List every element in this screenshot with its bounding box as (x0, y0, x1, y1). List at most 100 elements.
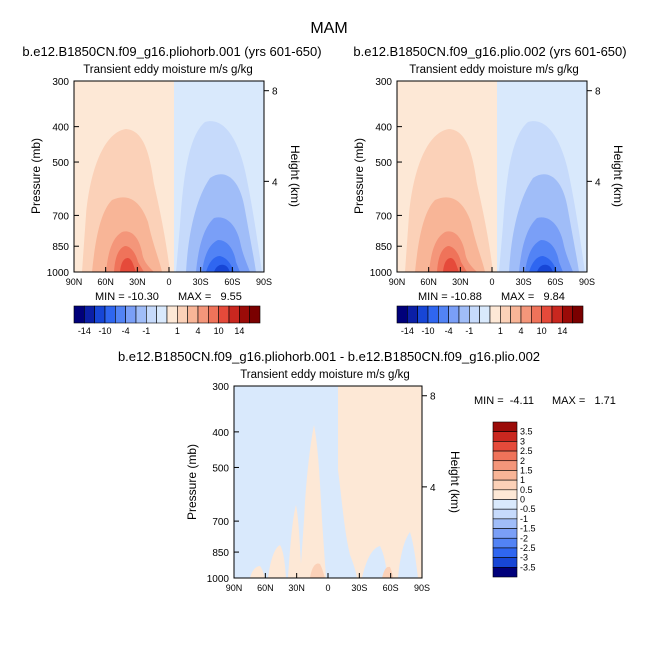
y2-tick-label: 4 (595, 177, 601, 188)
panel-3-patch-4 (250, 566, 265, 578)
x-tick-label: 30S (193, 277, 209, 287)
x-tick-label: 90S (414, 583, 430, 593)
panel-2-y-ticks: 300 400 500 700 850 1000 (370, 77, 402, 279)
x-tick-label: 60N (257, 583, 274, 593)
page-title: MAM (310, 20, 347, 37)
colorbar-label: -0.5 (520, 504, 536, 514)
colorbar-label: 3 (520, 436, 525, 446)
panel-3-patch-7 (398, 532, 418, 578)
colorbar-swatch (115, 305, 126, 324)
panel-2-y2label: Height (km) (611, 145, 625, 207)
colorbar-label: -3.5 (520, 562, 536, 572)
y-tick-label: 400 (52, 123, 69, 134)
colorbar-swatch (492, 537, 518, 549)
panel-2-max-label: MAX = 9.84 (501, 291, 565, 303)
x-tick-label: 0 (166, 277, 171, 287)
panel-2-title: b.e12.B1850CN.f09_g16.plio.002 (yrs 601-… (353, 44, 626, 59)
x-tick-label: 60S (224, 277, 240, 287)
colorbar-label: 1 (498, 326, 503, 336)
colorbar-swatch (492, 431, 518, 442)
x-tick-label: 60N (420, 277, 437, 287)
panel-3-patch-1 (300, 425, 326, 578)
panel-1-max-label: MAX = 9.55 (178, 291, 242, 303)
colorbar-swatch (489, 305, 501, 324)
colorbar-swatch (458, 305, 470, 324)
colorbar-swatch (156, 305, 168, 324)
colorbar-swatch (146, 305, 157, 324)
panel-3-patch-6 (362, 546, 388, 578)
y-tick-label: 850 (52, 242, 69, 253)
panel-2-x-ticks: 90N 60N 30N 0 30S 60S 90S (389, 267, 595, 287)
colorbar-swatch (510, 305, 522, 324)
x-tick-label: 60N (97, 277, 114, 287)
colorbar-swatch (218, 305, 230, 324)
colorbar-swatch (492, 450, 518, 462)
colorbar-label: 4 (518, 326, 523, 336)
colorbar-swatch (531, 305, 542, 324)
colorbar-label: 14 (234, 326, 244, 336)
colorbar-swatch (396, 305, 408, 324)
colorbar-label: -1 (465, 326, 473, 336)
panel-1-title: b.e12.B1850CN.f09_g16.pliohorb.001 (yrs … (22, 44, 321, 59)
colorbar-swatch (492, 528, 518, 539)
colorbar-label: 3.5 (520, 427, 533, 437)
panel-1-y2-ticks: 84 (264, 87, 278, 188)
colorbar-swatch (520, 305, 532, 324)
colorbar-swatch (500, 305, 511, 324)
x-tick-label: 90N (389, 277, 406, 287)
panel-3-plot-area (233, 385, 423, 579)
colorbar-swatch (187, 305, 199, 324)
colorbar-label: 0.5 (520, 485, 533, 495)
panel-3-subtitle: Transient eddy moisture m/s g/kg (240, 369, 410, 381)
y-tick-label: 400 (212, 428, 229, 439)
colorbar-swatch (427, 305, 439, 324)
panel-1-y-ticks: 300 400 500 700 850 1000 (47, 77, 79, 279)
y2-tick-label: 8 (430, 392, 436, 403)
y2-tick-label: 4 (430, 483, 436, 494)
y-tick-label: 400 (375, 123, 392, 134)
panel-2-subtitle: Transient eddy moisture m/s g/kg (409, 64, 579, 76)
colorbar-label: 1 (520, 475, 525, 485)
x-tick-label: 0 (325, 583, 330, 593)
x-tick-label: 0 (489, 277, 494, 287)
colorbar-swatch (417, 305, 429, 324)
colorbar-swatch (407, 305, 418, 324)
x-tick-label: 30N (129, 277, 146, 287)
x-tick-label: 90N (66, 277, 83, 287)
panel-2-contour-pos-5 (443, 258, 459, 272)
x-tick-label: 90S (579, 277, 595, 287)
colorbar-swatch (492, 557, 518, 568)
x-tick-label: 60S (547, 277, 563, 287)
panel-2-colorbar: -14 -10 -4 -1 1 4 10 14 (396, 305, 584, 336)
colorbar-swatch (249, 305, 261, 324)
y-tick-label: 1000 (207, 574, 230, 585)
y-tick-label: 500 (375, 158, 392, 169)
panel-3-y2label: Height (km) (448, 451, 462, 513)
colorbar-swatch (492, 441, 518, 452)
panel-1-contour-pos-5 (120, 258, 136, 272)
y-tick-label: 850 (375, 242, 392, 253)
colorbar-label: 14 (557, 326, 567, 336)
x-tick-label: 30S (351, 583, 367, 593)
colorbar-label: 2 (520, 456, 525, 466)
x-tick-label: 30N (452, 277, 469, 287)
colorbar-swatch (541, 305, 553, 324)
colorbar-swatch (197, 305, 209, 324)
x-tick-label: 60S (383, 583, 399, 593)
panel-1: b.e12.B1850CN.f09_g16.pliohorb.001 (yrs … (22, 44, 321, 336)
x-tick-label: 30N (288, 583, 305, 593)
colorbar-swatch (492, 567, 518, 578)
colorbar-swatch (551, 305, 563, 324)
x-tick-label: 90N (226, 583, 243, 593)
y-tick-label: 700 (52, 211, 69, 222)
x-tick-label: 90S (256, 277, 272, 287)
colorbar-label: 4 (195, 326, 200, 336)
colorbar-label: -3 (520, 553, 528, 563)
panel-1-min-label: MIN = -10.30 (95, 291, 159, 303)
panel-1-subtitle: Transient eddy moisture m/s g/kg (83, 64, 253, 76)
colorbar-swatch (492, 460, 518, 471)
y-tick-label: 500 (52, 158, 69, 169)
panel-2: b.e12.B1850CN.f09_g16.plio.002 (yrs 601-… (352, 44, 627, 336)
colorbar-swatch (492, 470, 518, 481)
panel-3-y-ticks: 300 400 500 700 850 1000 (207, 382, 239, 585)
